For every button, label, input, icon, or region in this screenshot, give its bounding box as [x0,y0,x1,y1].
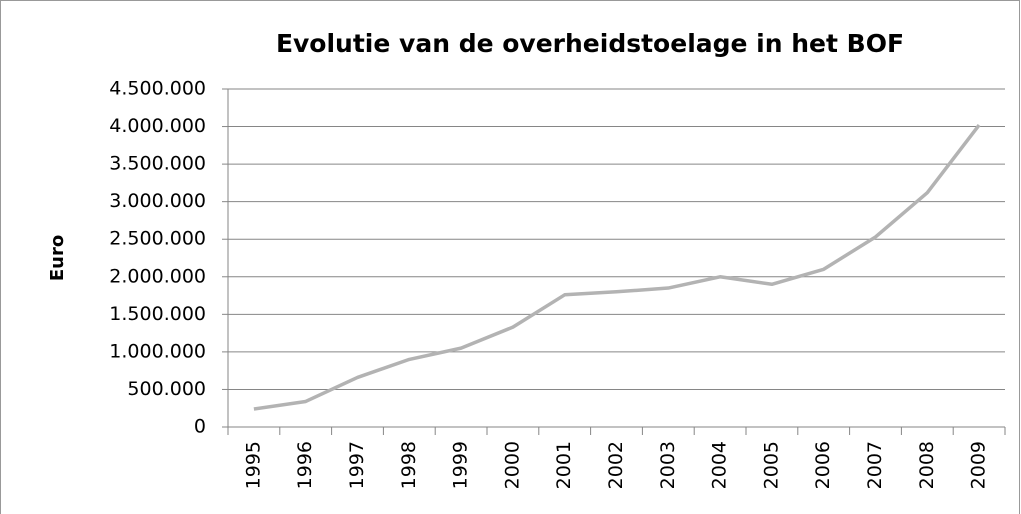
x-tick-label: 2009 [968,441,990,489]
y-tick-label: 2.500.000 [109,228,206,250]
x-tick-label: 2006 [812,441,834,489]
chart-title: Evolutie van de overheidstoelage in het … [276,29,904,58]
x-tick-label: 1996 [294,441,316,489]
x-tick-label: 2002 [605,441,627,489]
y-tick-label: 1.000.000 [109,340,206,362]
x-tick-label: 2007 [864,441,886,489]
y-axis-label: Euro [47,235,68,281]
x-tick-label: 2000 [501,441,523,489]
data-line [253,123,981,411]
x-tick-label: 2004 [709,441,731,489]
x-tick-label: 2008 [916,441,938,489]
y-tick-label: 1.500.000 [109,303,206,325]
x-tick-label: 2003 [657,441,679,489]
x-tick-label: 1999 [450,441,472,489]
y-tick-label: 3.000.000 [109,190,206,212]
x-tick-label: 2001 [553,441,575,489]
y-tick-label: 4.000.000 [109,115,206,137]
x-tick-label: 1995 [242,441,264,489]
x-tick-label: 1997 [346,441,368,489]
y-tick-label: 3.500.000 [109,153,206,175]
x-tick-label: 1998 [398,441,420,489]
y-tick-label: 0 [194,416,206,438]
y-tick-label: 4.500.000 [109,78,206,100]
y-tick-label: 500.000 [127,378,206,400]
y-tick-label: 2.000.000 [109,265,206,287]
x-tick-label: 2005 [760,441,782,489]
